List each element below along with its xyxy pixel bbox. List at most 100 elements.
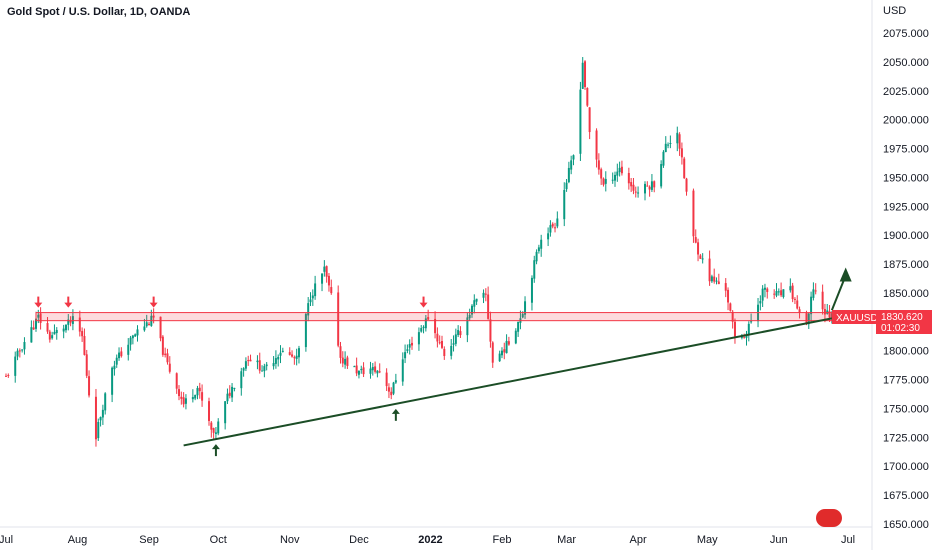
candle-body bbox=[53, 331, 56, 335]
candle-body bbox=[436, 333, 439, 342]
candle-body bbox=[111, 367, 114, 395]
candle-body bbox=[549, 225, 552, 233]
candle bbox=[708, 250, 711, 286]
candle-body bbox=[256, 360, 259, 363]
candle bbox=[660, 160, 663, 189]
candle bbox=[500, 347, 503, 359]
symbol-tag-bg bbox=[832, 310, 876, 324]
candle-body bbox=[530, 277, 533, 303]
candle bbox=[653, 180, 656, 193]
candle-body bbox=[793, 298, 796, 300]
price-tick-label: 2000.000 bbox=[883, 115, 929, 127]
candle bbox=[535, 249, 538, 265]
candle-body bbox=[16, 350, 19, 357]
candle-body bbox=[330, 287, 333, 294]
candle-body bbox=[750, 321, 753, 323]
candle-body bbox=[556, 218, 559, 227]
candle bbox=[401, 352, 404, 386]
candle-body bbox=[482, 292, 485, 298]
candle-body bbox=[411, 342, 414, 346]
candle-body bbox=[392, 382, 395, 394]
candle-body bbox=[551, 223, 554, 227]
candle bbox=[99, 416, 102, 427]
candle-body bbox=[224, 401, 227, 424]
candle bbox=[692, 188, 695, 243]
candle bbox=[618, 161, 621, 177]
candle bbox=[327, 273, 330, 292]
candle bbox=[21, 349, 24, 353]
candle bbox=[339, 341, 342, 364]
candle-body bbox=[369, 368, 372, 374]
candle bbox=[337, 285, 340, 348]
candle-body bbox=[371, 367, 374, 371]
candle-body bbox=[443, 348, 446, 357]
candle-body bbox=[325, 266, 328, 277]
candle bbox=[584, 60, 587, 90]
candle-body bbox=[782, 289, 785, 297]
candle-body bbox=[279, 352, 282, 356]
candle bbox=[272, 356, 275, 370]
candle bbox=[588, 107, 591, 140]
price-axis[interactable]: 1650.000 1675.000 1700.000 1725.000 1750.000… bbox=[883, 28, 929, 531]
candle-body bbox=[759, 301, 762, 304]
candle bbox=[210, 421, 213, 438]
candle-body bbox=[664, 143, 667, 153]
candle-body bbox=[51, 335, 54, 339]
candle bbox=[482, 289, 485, 304]
candle bbox=[782, 289, 785, 299]
candle-body bbox=[18, 350, 21, 352]
candle bbox=[182, 392, 185, 408]
candle-body bbox=[362, 367, 365, 375]
candle-body bbox=[773, 293, 776, 295]
candle-body bbox=[648, 186, 651, 190]
candle-body bbox=[775, 291, 778, 296]
candle bbox=[814, 283, 817, 295]
candle-body bbox=[766, 288, 769, 292]
candle bbox=[164, 347, 167, 358]
candle bbox=[724, 278, 727, 298]
candle-body bbox=[584, 61, 587, 88]
candle bbox=[392, 381, 395, 396]
candle bbox=[369, 361, 372, 379]
candle bbox=[678, 132, 681, 156]
candle-body bbox=[37, 314, 40, 318]
candle bbox=[533, 255, 536, 283]
candle bbox=[780, 282, 783, 298]
tradingview-logo-icon[interactable] bbox=[816, 509, 842, 527]
candle bbox=[812, 282, 815, 301]
candle bbox=[457, 325, 460, 338]
candle-body bbox=[127, 344, 130, 355]
candle bbox=[406, 344, 409, 354]
candle-body bbox=[420, 328, 423, 332]
candle bbox=[643, 181, 646, 201]
candle-body bbox=[789, 286, 792, 291]
candle-body bbox=[618, 167, 621, 173]
candle-body bbox=[634, 191, 637, 193]
candle bbox=[710, 274, 713, 283]
candle bbox=[129, 335, 132, 351]
candle-body bbox=[30, 327, 33, 343]
candle bbox=[344, 351, 347, 369]
projection-arrow-head bbox=[839, 267, 852, 282]
candle-body bbox=[210, 422, 213, 430]
candle-body bbox=[685, 178, 688, 192]
candle-body bbox=[708, 258, 711, 282]
time-axis[interactable]: Jul Aug Sep Oct Nov Dec 2022 Feb Mar Apr May Jun Jul bbox=[0, 534, 855, 546]
candle bbox=[180, 391, 183, 405]
candle bbox=[694, 229, 697, 244]
candle bbox=[67, 314, 70, 331]
candle bbox=[228, 385, 231, 399]
candle-body bbox=[468, 314, 471, 319]
price-tick-label: 1850.000 bbox=[883, 288, 929, 300]
candle bbox=[475, 298, 478, 305]
candle bbox=[371, 363, 374, 376]
candle-body bbox=[166, 353, 169, 363]
candle bbox=[194, 394, 197, 401]
candle bbox=[127, 338, 130, 361]
candle-body bbox=[683, 158, 686, 179]
candle bbox=[565, 178, 568, 192]
candle-body bbox=[604, 178, 607, 184]
candle-body bbox=[616, 171, 619, 176]
candle-body bbox=[554, 227, 557, 229]
